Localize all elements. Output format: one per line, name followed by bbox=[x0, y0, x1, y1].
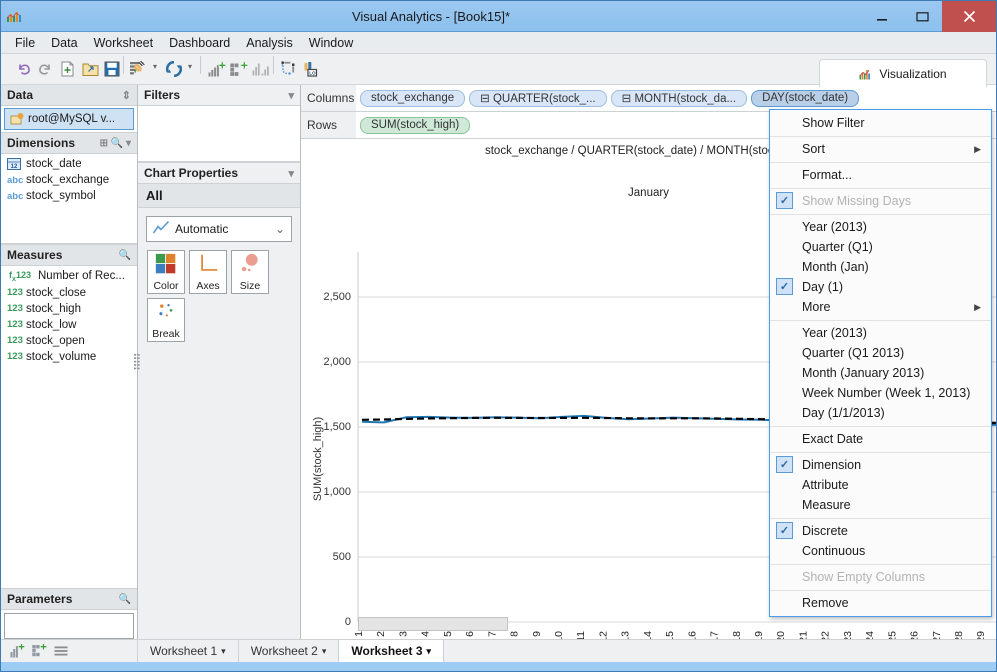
svg-text:5: 5 bbox=[442, 631, 454, 637]
svg-text:10: 10 bbox=[553, 631, 565, 639]
svg-text:6: 6 bbox=[464, 631, 476, 637]
svg-text:4: 4 bbox=[420, 631, 432, 637]
svg-text:22: 22 bbox=[820, 631, 832, 639]
svg-text:29: 29 bbox=[975, 631, 987, 639]
svg-text:500: 500 bbox=[333, 551, 351, 563]
svg-text:14: 14 bbox=[642, 631, 654, 639]
svg-text:SUM(stock_high): SUM(stock_high) bbox=[312, 417, 324, 501]
svg-text:13: 13 bbox=[620, 631, 632, 639]
svg-text:16: 16 bbox=[686, 631, 698, 639]
svg-text:LO: LO bbox=[309, 70, 316, 75]
svg-text:2,500: 2,500 bbox=[323, 291, 351, 303]
svg-text:1: 1 bbox=[353, 631, 365, 637]
svg-text:28: 28 bbox=[953, 631, 965, 639]
svg-text:7: 7 bbox=[486, 631, 498, 637]
svg-text:3: 3 bbox=[397, 631, 409, 637]
svg-text:12: 12 bbox=[597, 631, 609, 639]
svg-text:19: 19 bbox=[753, 631, 765, 639]
svg-text:11: 11 bbox=[575, 631, 587, 639]
svg-text:21: 21 bbox=[797, 631, 809, 639]
svg-text:15: 15 bbox=[664, 631, 676, 639]
svg-text:0: 0 bbox=[345, 616, 351, 628]
svg-text:12: 12 bbox=[11, 164, 18, 170]
svg-text:2: 2 bbox=[375, 631, 387, 637]
svg-text:2,000: 2,000 bbox=[323, 356, 351, 368]
svg-text:18: 18 bbox=[731, 631, 743, 639]
svg-text:1,500: 1,500 bbox=[323, 421, 351, 433]
svg-text:26: 26 bbox=[909, 631, 921, 639]
svg-text:27: 27 bbox=[931, 631, 943, 639]
svg-text:17: 17 bbox=[709, 631, 721, 639]
svg-text:1,000: 1,000 bbox=[323, 486, 351, 498]
svg-text:23: 23 bbox=[842, 631, 854, 639]
svg-text:24: 24 bbox=[864, 631, 876, 639]
svg-text:20: 20 bbox=[775, 631, 787, 639]
svg-text:8: 8 bbox=[509, 631, 521, 637]
svg-text:9: 9 bbox=[531, 631, 543, 637]
svg-text:25: 25 bbox=[886, 631, 898, 639]
